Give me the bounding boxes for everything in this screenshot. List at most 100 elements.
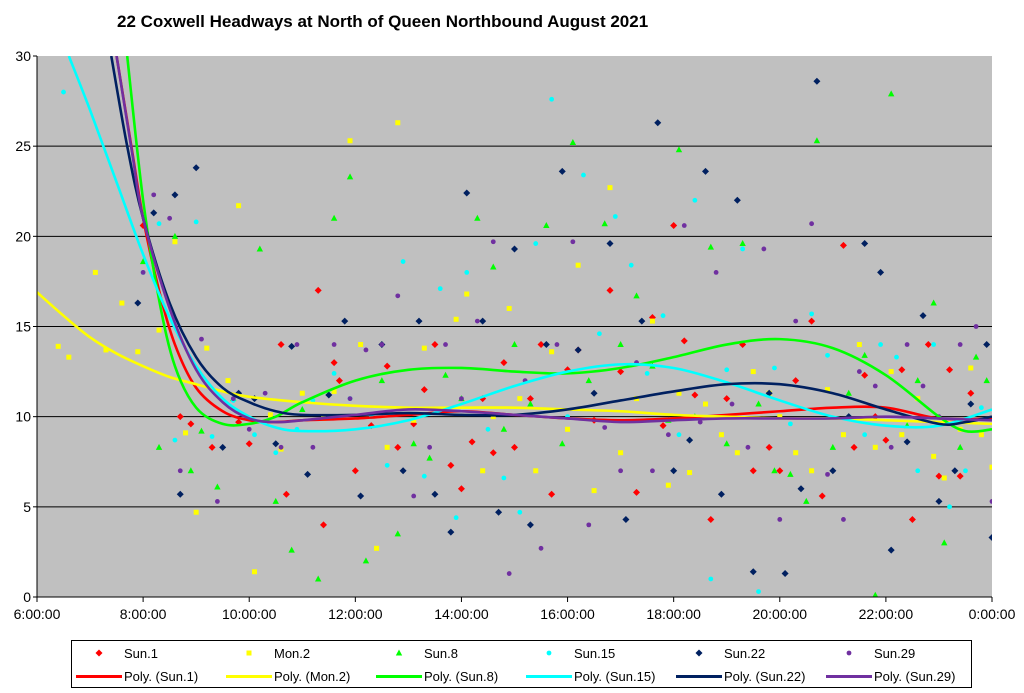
data-point-sun-15: [331, 370, 337, 376]
data-point-sun-8: [299, 405, 306, 412]
data-point-sun-29: [650, 468, 655, 474]
data-point-sun-15: [978, 405, 984, 411]
data-point-sun-22: [813, 77, 821, 85]
data-point-sun-22: [903, 438, 911, 446]
data-point-sun-8: [155, 443, 163, 450]
data-point-sun-29: [177, 468, 183, 474]
legend-label: Sun.22: [724, 645, 766, 661]
data-point-mon-2: [374, 545, 380, 551]
legend-swatch: [676, 667, 722, 685]
data-point-mon-2: [331, 388, 337, 394]
legend-label: Poly. (Sun.1): [124, 668, 199, 684]
data-point-sun-8: [543, 222, 550, 229]
data-point-sun-8: [813, 137, 821, 144]
data-point-sun-22: [829, 467, 837, 475]
x-tick-label: 14:00:00: [434, 606, 489, 622]
data-point-mon-2: [687, 470, 693, 476]
data-point-sun-29: [888, 444, 894, 450]
legend-marker: [846, 650, 852, 656]
data-point-sun-29: [246, 426, 252, 432]
y-tick-label: 10: [15, 409, 31, 425]
data-point-sun-22: [988, 533, 992, 541]
legend-item-poly-sun-8: Poly. (Sun.8): [376, 667, 498, 685]
data-point-mon-2: [549, 349, 555, 355]
data-point-mon-2: [421, 345, 427, 351]
data-point-sun-1: [282, 490, 290, 498]
data-point-sun-29: [920, 383, 926, 389]
data-point-sun-22: [967, 400, 975, 408]
data-point-sun-22: [479, 317, 487, 325]
data-point-sun-29: [278, 444, 284, 450]
data-point-sun-15: [209, 434, 215, 439]
data-point-sun-8: [559, 440, 566, 447]
data-point-sun-1: [617, 368, 625, 376]
data-point-sun-8: [601, 220, 608, 227]
data-point-sun-8: [511, 341, 518, 348]
data-point-sun-22: [983, 341, 991, 349]
data-point-sun-1: [394, 443, 402, 451]
data-point-sun-8: [330, 214, 338, 221]
data-point-mon-2: [490, 414, 496, 420]
data-point-sun-8: [872, 591, 879, 597]
data-point-sun-22: [574, 346, 582, 354]
data-point-sun-15: [193, 219, 199, 225]
data-point-sun-15: [756, 589, 761, 594]
trendline-poly-sun-15: [67, 56, 992, 433]
legend-item-poly-mon-2: Poly. (Mon.2): [226, 667, 350, 685]
data-point-sun-15: [485, 426, 491, 432]
data-point-sun-22: [357, 492, 365, 500]
data-point-mon-2: [941, 475, 947, 481]
legend-label: Poly. (Sun.29): [874, 668, 956, 684]
legend-item-poly-sun-1: Poly. (Sun.1): [76, 667, 198, 685]
y-tick-label: 20: [15, 228, 31, 244]
data-point-mon-2: [395, 120, 401, 126]
data-point-sun-8: [887, 90, 895, 97]
data-point-sun-8: [272, 497, 279, 504]
x-tick-label: 10:00:00: [222, 606, 277, 622]
data-point-sun-1: [537, 341, 545, 349]
data-point-sun-22: [887, 546, 895, 554]
data-point-sun-1: [776, 467, 784, 475]
data-point-sun-29: [665, 432, 671, 438]
data-point-sun-15: [453, 515, 459, 521]
x-tick-label: 20:00:00: [753, 606, 808, 622]
data-point-sun-1: [792, 377, 800, 385]
data-point-sun-8: [845, 389, 852, 396]
data-point-mon-2: [347, 138, 353, 144]
data-point-sun-1: [176, 413, 184, 421]
data-point-sun-1: [351, 467, 359, 475]
legend-label: Poly. (Mon.2): [274, 668, 351, 684]
data-point-sun-29: [363, 347, 369, 353]
data-point-sun-1: [511, 443, 518, 451]
data-point-sun-8: [139, 258, 147, 265]
chart-legend: Sun.1 Mon.2 Sun.8 Sun.15 Sun.22 Sun.29 Poly. (…: [71, 640, 972, 688]
data-point-sun-15: [628, 262, 634, 268]
data-point-sun-8: [346, 173, 354, 180]
data-point-mon-2: [899, 432, 905, 438]
data-point-sun-15: [517, 509, 523, 515]
data-point-sun-8: [617, 341, 624, 348]
legend-label: Sun.1: [124, 645, 158, 661]
chart-title: 22 Coxwell Headways at North of Queen No…: [117, 12, 649, 31]
data-point-sun-1: [314, 286, 322, 294]
data-point-sun-22: [622, 515, 630, 523]
data-point-mon-2: [591, 488, 597, 494]
data-point-mon-2: [872, 444, 878, 450]
data-point-sun-15: [156, 221, 162, 227]
data-point-sun-29: [697, 419, 703, 425]
data-point-mon-2: [464, 291, 470, 297]
data-point-sun-29: [809, 221, 815, 227]
trendline-poly-sun-29: [115, 56, 992, 424]
data-point-sun-22: [526, 521, 534, 529]
data-point-mon-2: [103, 347, 109, 353]
data-point-sun-1: [431, 341, 439, 349]
data-point-sun-15: [740, 246, 746, 252]
data-point-sun-15: [172, 437, 178, 443]
data-point-mon-2: [66, 354, 72, 360]
data-point-sun-29: [459, 396, 464, 402]
legend-marker: [246, 650, 252, 656]
trendline-poly-sun-1: [115, 56, 992, 424]
data-point-mon-2: [809, 468, 815, 474]
data-point-sun-22: [686, 436, 694, 444]
data-point-sun-1: [330, 359, 338, 367]
